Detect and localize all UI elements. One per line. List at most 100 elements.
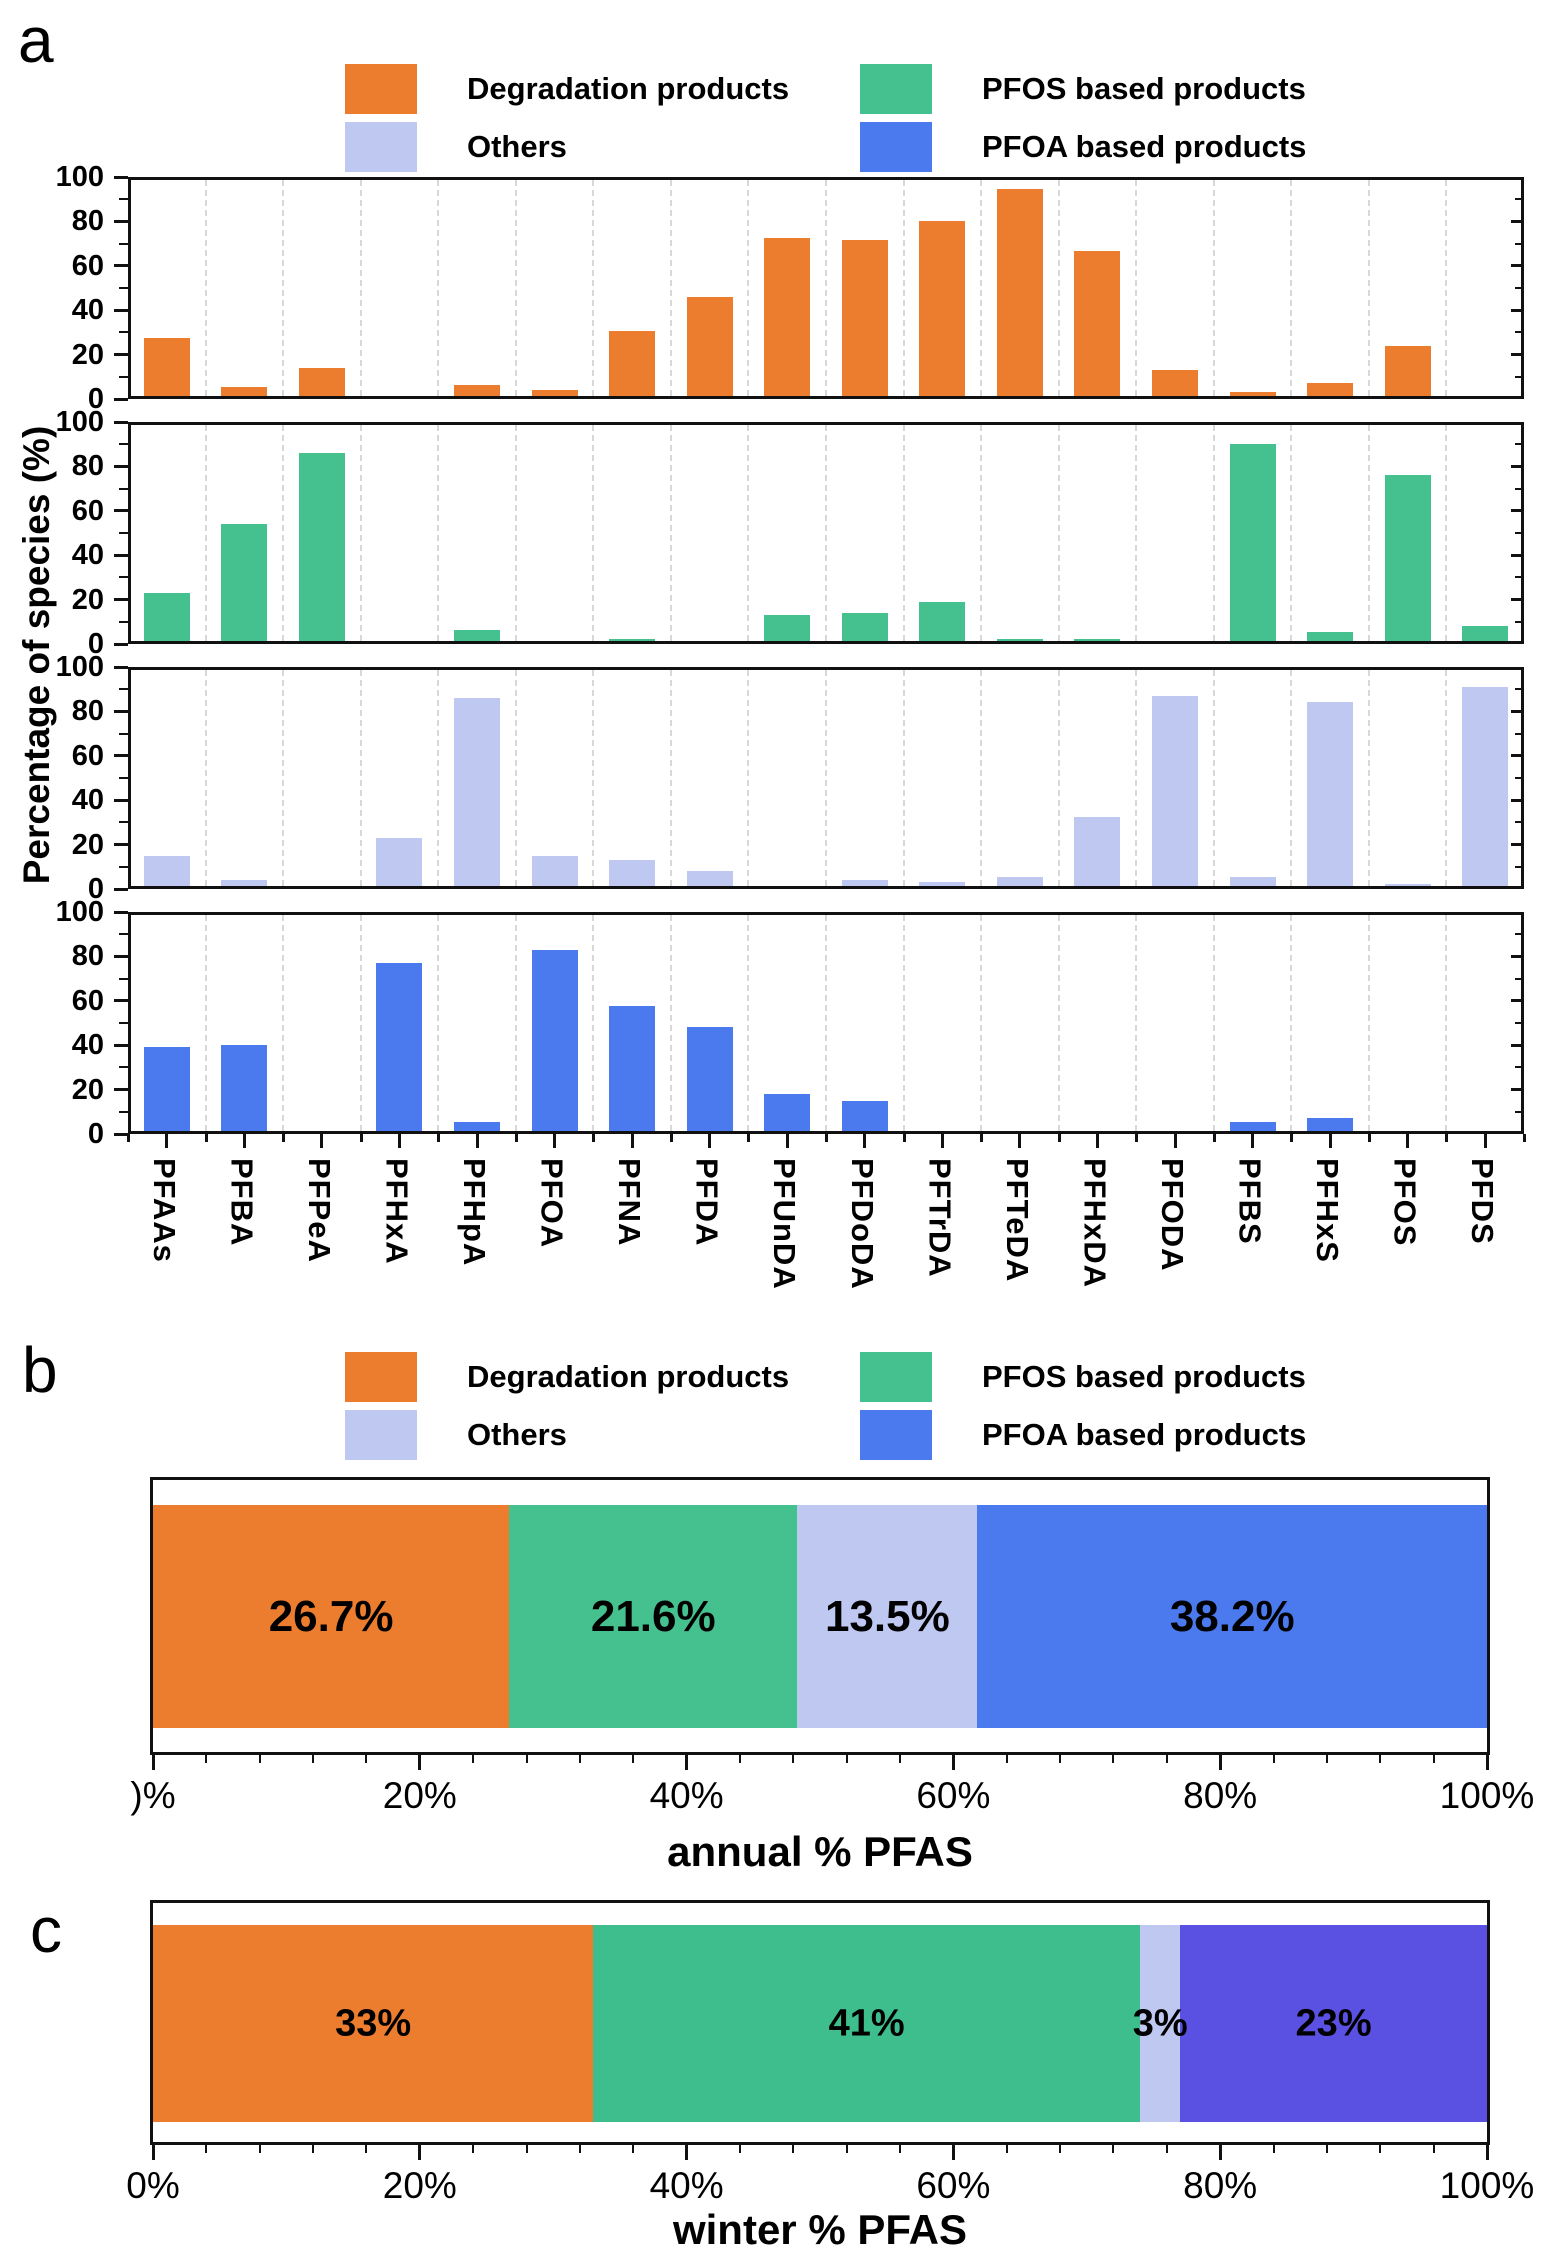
x-tick-label: 60%: [916, 1775, 991, 1816]
gridline: [1367, 425, 1370, 641]
bar-PFDoDA: [841, 879, 888, 886]
segment-pfos-based-products: [509, 1505, 798, 1728]
stacked-bar-frame-b: [150, 1477, 1490, 1755]
gridline: [902, 425, 905, 641]
y-minor-tick: [119, 1022, 128, 1024]
x-tick-label: 20%: [382, 2165, 457, 2206]
y-right-minor-tick: [1515, 443, 1521, 446]
section-label-a: a: [18, 4, 54, 76]
bar-PFDA: [686, 870, 733, 886]
gridline: [1290, 180, 1293, 396]
y-right-minor-tick: [1515, 287, 1521, 289]
x-major-tick: [418, 1755, 422, 1770]
x-tick-label: 60%: [916, 2165, 991, 2206]
segment-value-label: 41%: [828, 2002, 905, 2044]
y-right-minor-tick: [1515, 331, 1521, 334]
annual-axis-title: annual % PFAS: [667, 1828, 973, 1875]
legend-label: Others: [467, 1417, 567, 1452]
bar-PFUnDA: [764, 1094, 811, 1131]
bar-PFBS: [1229, 877, 1276, 886]
gridline: [669, 425, 672, 641]
x-minor-tick: [205, 1755, 208, 1763]
x-minor-tick: [1112, 1755, 1115, 1763]
bar-PFAAs: [143, 855, 190, 886]
y-major-tick: [114, 308, 128, 312]
x-minor-tick: [1379, 2145, 1382, 2153]
y-right-tick: [1511, 1088, 1521, 1092]
gridline: [592, 915, 595, 1131]
bar-PFHxS: [1307, 632, 1354, 641]
bar-PFTeDA: [996, 638, 1043, 641]
x-center-tick: [1251, 1134, 1255, 1148]
gridline: [359, 180, 362, 396]
y-major-tick: [114, 798, 128, 802]
y-tick-label: 0: [87, 383, 104, 415]
bar-PFBA: [221, 1044, 268, 1131]
y-right-tick: [1511, 264, 1521, 268]
y-right-minor-tick: [1515, 977, 1521, 980]
x-center-tick: [785, 1134, 789, 1148]
section-label-c: c: [30, 1894, 62, 1966]
y-minor-tick: [119, 331, 128, 334]
bar-PFNA: [609, 331, 656, 396]
y-minor-tick: [119, 532, 128, 534]
x-minor-tick: [1165, 2145, 1168, 2153]
x-center-tick: [320, 1134, 324, 1148]
y-tick-label: 100: [55, 406, 104, 438]
x-minor-tick: [1272, 1755, 1275, 1763]
legend-label: PFOS based products: [982, 71, 1306, 106]
x-minor-tick: [312, 1755, 315, 1763]
x-minor-tick: [472, 2145, 475, 2153]
bar-PFHxA: [376, 962, 423, 1131]
legend-swatch-pfoa-based-products: [860, 1410, 932, 1460]
bar-PFDA: [686, 1027, 733, 1131]
x-major-tick: [685, 1755, 689, 1770]
y-major-tick: [114, 642, 128, 646]
bar-PFOS: [1384, 346, 1431, 396]
segment-pfoa-based-products: [1180, 1925, 1487, 2122]
x-minor-tick: [365, 2145, 368, 2153]
x-major-tick: [1485, 1755, 1489, 1770]
y-tick-label: 40: [71, 294, 104, 327]
y-tick-label: 60: [71, 249, 104, 282]
y-major-tick: [114, 1132, 128, 1136]
bar-panel-1: [128, 177, 1524, 399]
bar-PFPeA: [298, 453, 345, 641]
x-minor-tick: [1325, 1755, 1328, 1763]
y-minor-tick: [119, 688, 128, 691]
y-minor-tick: [119, 865, 128, 868]
segment-others: [797, 1505, 978, 1728]
x-center-tick: [1173, 1134, 1177, 1148]
bar-PFHpA: [454, 385, 500, 396]
y-minor-tick: [119, 198, 128, 201]
x-major-tick: [151, 2145, 155, 2160]
y-tick-label: 40: [71, 539, 104, 572]
y-right-tick: [1511, 709, 1521, 713]
x-minor-tick: [1005, 1755, 1008, 1763]
gridline: [980, 180, 983, 396]
gridline: [1057, 425, 1060, 641]
legend-swatch-degradation-products: [345, 64, 417, 114]
x-boundary-tick: [204, 1134, 208, 1142]
gridline: [514, 670, 517, 886]
y-tick-label: 100: [55, 651, 104, 683]
y-minor-tick: [119, 443, 128, 446]
gridline: [1445, 425, 1448, 641]
x-boundary-tick: [1135, 1134, 1139, 1142]
y-minor-tick: [119, 977, 128, 980]
segment-value-label: 21.6%: [590, 1591, 716, 1641]
gridline: [980, 425, 983, 641]
bar-panel-3: [128, 667, 1524, 889]
bar-PFAAs: [143, 1046, 190, 1131]
gridline: [902, 915, 905, 1131]
x-center-tick: [940, 1134, 944, 1148]
y-major-tick: [114, 954, 128, 958]
gridline: [825, 425, 827, 641]
legend-label: Others: [467, 129, 567, 164]
x-center-tick: [1328, 1134, 1332, 1148]
gridline: [1367, 670, 1370, 886]
bar-PFTrDA: [919, 221, 966, 396]
stacked-bar-frame-c: [150, 1900, 1490, 2145]
legend-item: Degradation products: [345, 1352, 905, 1402]
gridline: [514, 425, 517, 641]
